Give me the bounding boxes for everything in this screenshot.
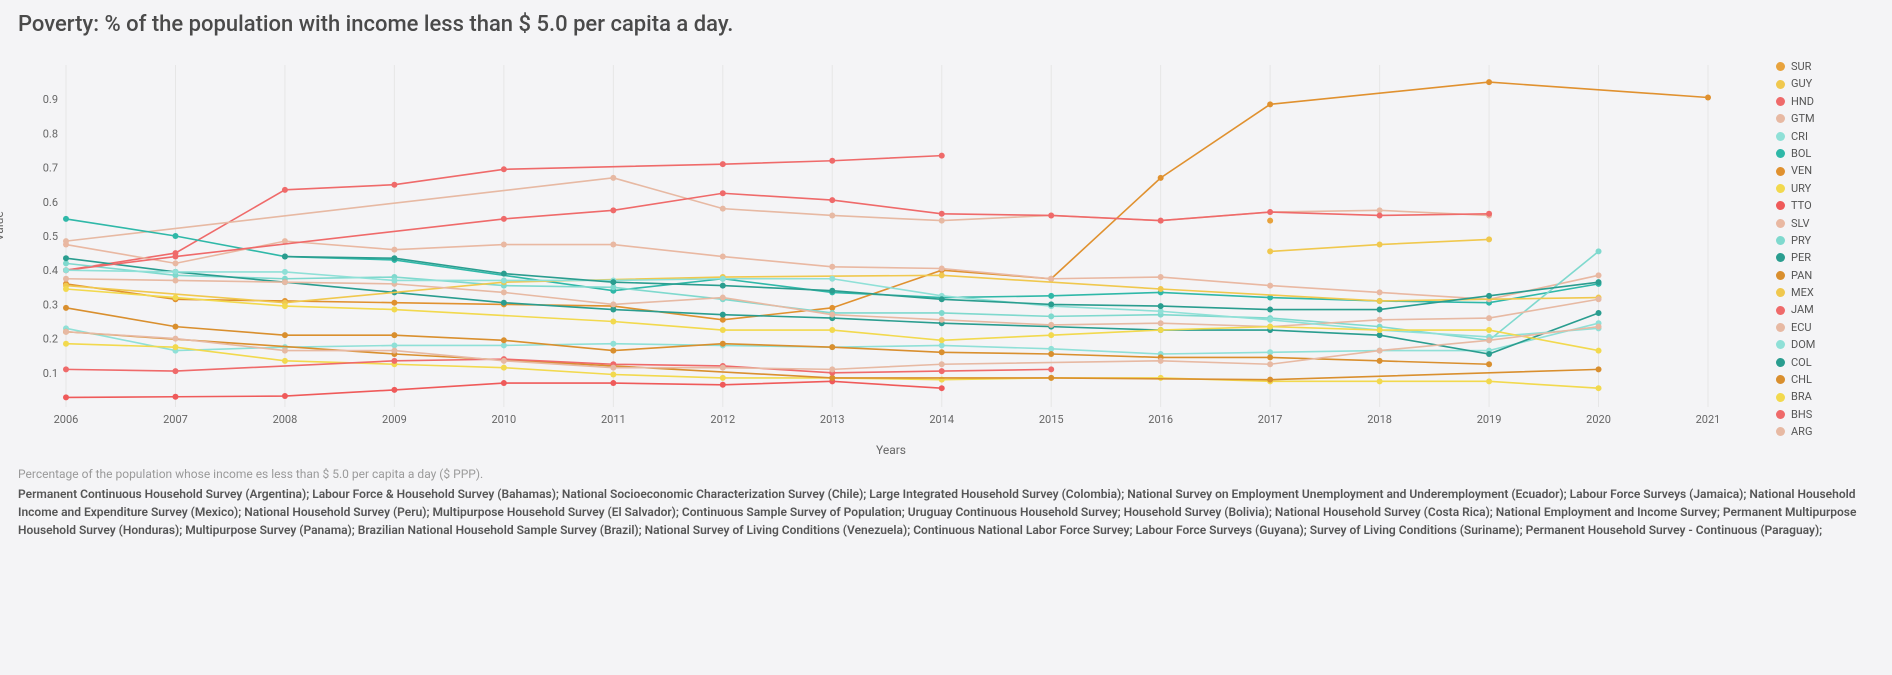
legend-label: PRY — [1791, 233, 1811, 248]
legend-swatch — [1776, 393, 1785, 402]
legend-item-pry[interactable]: PRY — [1776, 233, 1874, 248]
legend-label: URY — [1791, 181, 1811, 196]
svg-text:0.4: 0.4 — [43, 264, 58, 277]
legend-label: BHS — [1791, 407, 1812, 422]
legend-swatch — [1776, 167, 1785, 176]
legend-swatch — [1776, 427, 1785, 436]
legend-swatch — [1776, 306, 1785, 315]
svg-text:0.7: 0.7 — [43, 162, 58, 175]
line-chart-svg: 2006 2007 2008 2009 2010 2011 2012 2013 2014 2015… — [18, 55, 1718, 435]
legend-swatch — [1776, 219, 1785, 228]
legend-swatch — [1776, 114, 1785, 123]
legend-swatch — [1776, 236, 1785, 245]
legend-swatch — [1776, 288, 1785, 297]
legend-label: COL — [1791, 355, 1812, 370]
svg-text:2019: 2019 — [1477, 413, 1502, 426]
svg-text:0.1: 0.1 — [43, 367, 58, 380]
legend-swatch — [1776, 132, 1785, 141]
legend-item-col[interactable]: COL — [1776, 355, 1874, 370]
legend-item-ven[interactable]: VEN — [1776, 163, 1874, 178]
legend-item-cri[interactable]: CRI — [1776, 129, 1874, 144]
legend-label: BRA — [1791, 389, 1812, 404]
svg-text:2006: 2006 — [54, 413, 79, 426]
legend-swatch — [1776, 340, 1785, 349]
legend-swatch — [1776, 184, 1785, 193]
legend-item-chl[interactable]: CHL — [1776, 372, 1874, 387]
legend-label: SLV — [1791, 216, 1810, 231]
legend-swatch — [1776, 323, 1785, 332]
svg-text:0.3: 0.3 — [43, 298, 58, 311]
legend-item-tto[interactable]: TTO — [1776, 198, 1874, 213]
legend-item-bol[interactable]: BOL — [1776, 146, 1874, 161]
legend-swatch — [1776, 375, 1785, 384]
legend-swatch — [1776, 201, 1785, 210]
legend-label: CRI — [1791, 129, 1808, 144]
legend-swatch — [1776, 358, 1785, 367]
legend-item-dom[interactable]: DOM — [1776, 337, 1874, 352]
chart-title: Poverty: % of the population with income… — [18, 12, 1874, 37]
svg-text:2016: 2016 — [1148, 413, 1173, 426]
legend-item-mex[interactable]: MEX — [1776, 285, 1874, 300]
legend-swatch — [1776, 253, 1785, 262]
svg-text:0.5: 0.5 — [43, 230, 58, 243]
legend-item-pan[interactable]: PAN — [1776, 268, 1874, 283]
legend-swatch — [1776, 149, 1785, 158]
legend-item-ecu[interactable]: ECU — [1776, 320, 1874, 335]
legend-label: PAN — [1791, 268, 1812, 283]
legend-item-bhs[interactable]: BHS — [1776, 407, 1874, 422]
legend-item-sur[interactable]: SUR — [1776, 59, 1874, 74]
legend-label: CHL — [1791, 372, 1812, 387]
legend-label: TTO — [1791, 198, 1812, 213]
legend-swatch — [1776, 80, 1785, 89]
legend-item-bra[interactable]: BRA — [1776, 389, 1874, 404]
svg-text:2020: 2020 — [1586, 413, 1611, 426]
legend-swatch — [1776, 97, 1785, 106]
legend-label: PER — [1791, 250, 1811, 265]
legend-label: MEX — [1791, 285, 1814, 300]
legend-item-ury[interactable]: URY — [1776, 181, 1874, 196]
legend-label: JAM — [1791, 302, 1814, 317]
svg-text:2012: 2012 — [710, 413, 735, 426]
legend-label: GTM — [1791, 111, 1815, 126]
legend-label: ECU — [1791, 320, 1812, 335]
legend-item-slv[interactable]: SLV — [1776, 216, 1874, 231]
legend-label: SUR — [1791, 59, 1811, 74]
svg-text:2017: 2017 — [1258, 413, 1283, 426]
legend-item-jam[interactable]: JAM — [1776, 302, 1874, 317]
svg-text:0.9: 0.9 — [43, 93, 58, 106]
legend-item-arg[interactable]: ARG — [1776, 424, 1874, 439]
svg-text:0.6: 0.6 — [43, 196, 58, 209]
legend-label: GUY — [1791, 76, 1812, 91]
svg-text:2014: 2014 — [929, 413, 954, 426]
legend-label: HND — [1791, 94, 1814, 109]
legend-item-hnd[interactable]: HND — [1776, 94, 1874, 109]
svg-text:2015: 2015 — [1039, 413, 1064, 426]
legend-swatch — [1776, 62, 1785, 71]
legend-swatch — [1776, 271, 1785, 280]
legend-swatch — [1776, 410, 1785, 419]
svg-text:2007: 2007 — [163, 413, 188, 426]
y-axis-label: Value — [0, 211, 6, 241]
svg-text:2013: 2013 — [820, 413, 845, 426]
legend-label: ARG — [1791, 424, 1812, 439]
svg-text:2008: 2008 — [273, 413, 298, 426]
chart-footnote: Percentage of the population whose incom… — [18, 467, 1874, 481]
svg-text:2009: 2009 — [382, 413, 407, 426]
svg-text:2011: 2011 — [601, 413, 626, 426]
legend-item-per[interactable]: PER — [1776, 250, 1874, 265]
legend-label: BOL — [1791, 146, 1811, 161]
plot-area[interactable]: Value 2006200720082009201020112012201320… — [18, 55, 1764, 457]
svg-text:2021: 2021 — [1696, 413, 1718, 426]
legend-item-gtm[interactable]: GTM — [1776, 111, 1874, 126]
legend-label: DOM — [1791, 337, 1815, 352]
svg-text:2018: 2018 — [1367, 413, 1392, 426]
svg-text:0.2: 0.2 — [43, 333, 58, 346]
legend: SUR GUY HND GTM CRI BOL VEN URY TTO SLV PRY PER PAN M… — [1764, 55, 1874, 442]
chart-sources: Permanent Continuous Household Survey (A… — [18, 485, 1874, 539]
legend-label: VEN — [1791, 163, 1812, 178]
x-axis-label: Years — [18, 443, 1764, 457]
svg-text:0.8: 0.8 — [43, 127, 58, 140]
svg-text:2010: 2010 — [491, 413, 516, 426]
legend-item-guy[interactable]: GUY — [1776, 76, 1874, 91]
